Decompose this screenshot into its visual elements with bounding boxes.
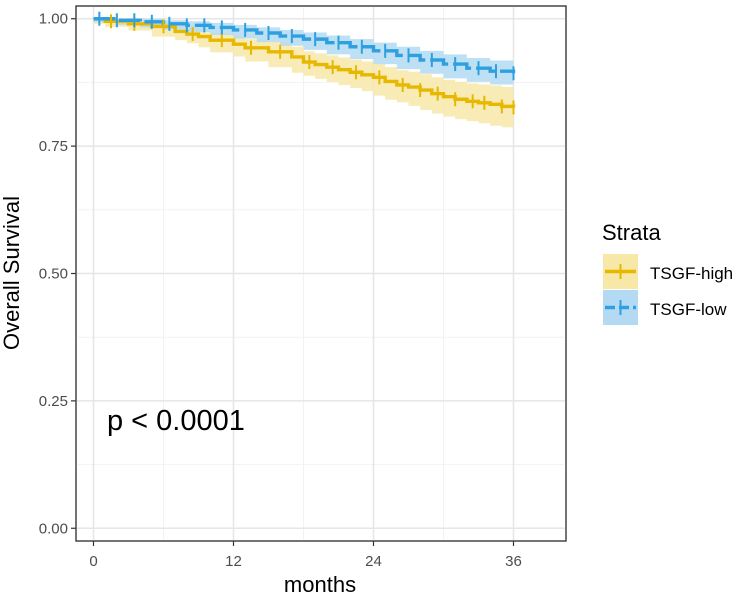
legend-title: Strata: [602, 220, 661, 245]
axes: 0 12 24 36 0.00 0.25 0.50 0.75 1.00: [39, 11, 522, 570]
legend-label-tsgf-high: TSGF-high: [650, 264, 733, 283]
ci-band-tsgf-low: [93, 18, 514, 85]
x-axis-label: months: [284, 572, 356, 596]
legend-label-tsgf-low: TSGF-low: [650, 300, 727, 319]
legend-key-tsgf-low: [603, 290, 638, 325]
x-tick-label: 24: [365, 553, 382, 570]
legend-keys: [603, 254, 638, 325]
y-tick-label: 0.75: [39, 138, 68, 155]
x-tick-label: 12: [225, 553, 242, 570]
y-tick-label: 0.00: [39, 520, 68, 537]
x-tick-label: 36: [505, 553, 522, 570]
y-tick-label: 0.25: [39, 393, 68, 410]
confidence-bands: [93, 18, 514, 128]
y-tick-label: 1.00: [39, 11, 68, 28]
censor-marks: [98, 11, 515, 115]
y-tick-label: 0.50: [39, 266, 68, 283]
y-axis-label: Overall Survival: [0, 196, 24, 350]
x-tick-label: 0: [89, 553, 97, 570]
legend-key-tsgf-high: [603, 254, 638, 289]
ci-band-tsgf-high: [93, 18, 514, 128]
legend: Strata TSGF-high TSGF-low: [602, 220, 733, 325]
p-value-annotation: p < 0.0001: [107, 405, 245, 437]
